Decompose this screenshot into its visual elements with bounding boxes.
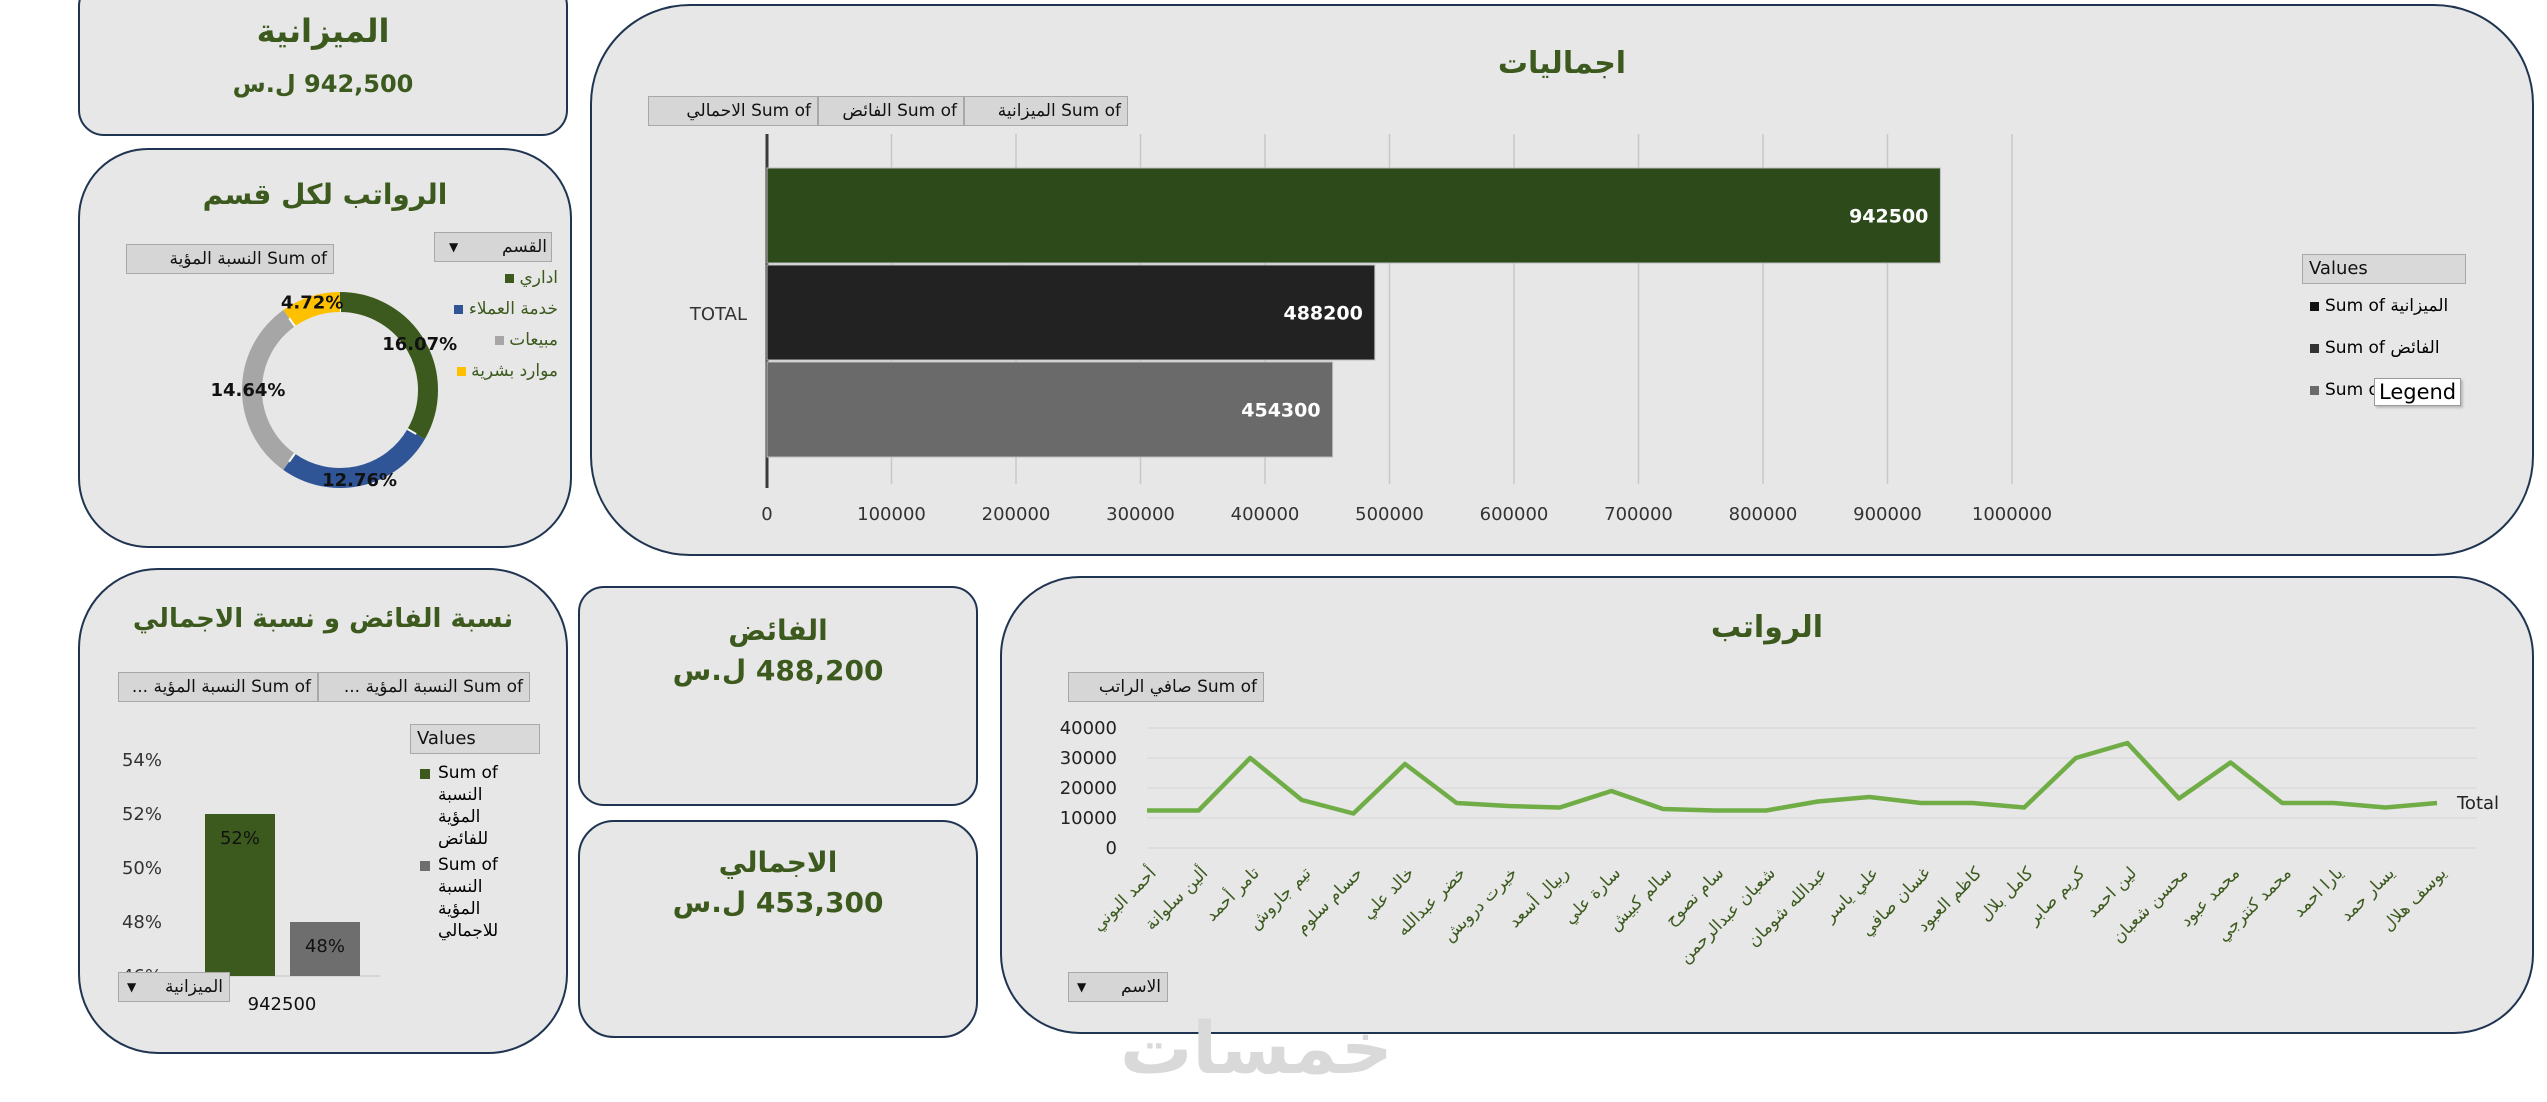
ratio-field-button-2[interactable]: Sum of النسبة المؤية ... [318,672,530,702]
surplus-field-button[interactable]: Sum of الفائض [818,96,964,126]
y-tick-label: 0 [1106,838,1117,859]
x-tick-label: 600000 [1480,504,1549,525]
salaries-card: الرواتب Sum of صافي الراتب 40000 30000 200… [1000,576,2534,1034]
y-tick-label: 52% [122,804,162,825]
legend-item-hr: موارد بشرية [388,361,558,381]
department-donut-chart: 16.07% 12.76% 14.64% 4.72% [211,292,457,491]
legend-item-sales: مبيعات [388,330,558,350]
name-filter-button[interactable]: الاسم ▼ [1068,972,1168,1002]
y-tick-label: 40000 [1060,718,1117,739]
pie-title: الرواتب لكل قسم [202,178,448,211]
ratio-legend-surplus: Sum of النسبة المؤية للفائض [420,762,530,850]
net-salary-field-button[interactable]: Sum of صافي الراتب [1068,672,1264,702]
budget-filter-button[interactable]: الميزانية ▼ [118,972,230,1002]
x-tick-label: 300000 [1106,504,1175,525]
ratio-bar-chart: 54%52%50%48%46%52%48%942500 [122,750,380,1010]
legend-budget: Sum of الميزانية [2310,296,2448,316]
bar-data-label: 454300 [1241,400,1320,422]
legend-item-customer-service: خدمة العملاء [388,299,558,319]
bar-0 [766,167,1941,264]
y-tick-label: 50% [122,858,162,879]
totals-legend: Values Sum of الميزانية Sum of الفائض Su… [2302,254,2468,414]
y-tick-label: 54% [122,750,162,771]
legend-surplus: Sum of الفائض [2310,338,2440,358]
x-tick-label: 1000000 [1972,504,2052,525]
pie-slice-3 [283,292,341,327]
pie-slice-separator [407,428,417,435]
surplus-title: الفائض [728,614,828,647]
ratio-bar-label: 52% [220,828,260,849]
name-filter-label: الاسم [1121,977,1161,997]
pie-data-label: 4.72% [281,292,343,313]
watermark: خمسات [1120,1006,1393,1090]
pie-slice-0 [339,292,438,440]
dropdown-arrow-icon: ▼ [449,240,459,254]
ratio-field-button-1[interactable]: Sum of النسبة المؤية ... [118,672,318,702]
ratio-title: نسبة الفائض و نسبة الاجمالي [132,604,514,634]
bar-data-label: 488200 [1283,303,1362,325]
pie-data-label: 12.76% [322,470,397,491]
x-tick-label: 0 [761,504,772,525]
budget-value: 942,500 ل.س [232,70,414,98]
x-tick-label: 700000 [1604,504,1673,525]
pie-data-label: 14.64% [211,380,286,401]
ratio-bar-label: 48% [305,936,345,957]
ratio-bar-1 [290,922,360,976]
legend-tooltip: Legend [2374,378,2462,406]
salaries-by-department-card: الرواتب لكل قسم Sum of النسبة المؤية الق… [78,148,572,548]
pie-value-field-button[interactable]: Sum of النسبة المؤية [126,244,334,274]
legend-total: Sum of [2310,380,2385,400]
x-tick-label: 200000 [982,504,1051,525]
dropdown-arrow-icon: ▼ [127,980,137,994]
totals-field-buttons: Sum of الاحمالي Sum of الفائض Sum of الم… [648,96,1138,126]
bar-1 [766,264,1376,361]
bar-2 [766,361,1334,458]
x-tick-label: 900000 [1853,504,1922,525]
x-tick-label: كريم صابر [2023,863,2090,930]
x-tick-label: 100000 [857,504,926,525]
values-header: Values [2302,254,2466,284]
total-field-button[interactable]: Sum of الاحمالي [648,96,818,126]
dropdown-arrow-icon: ▼ [1077,980,1087,994]
budget-field-button[interactable]: Sum of الميزانية [964,96,1128,126]
x-tick-label: 400000 [1231,504,1300,525]
category-label: 942500 [248,994,317,1010]
department-filter-label: القسم [502,237,547,257]
y-tick-label: 30000 [1060,748,1117,769]
ratio-bar-0 [205,814,275,976]
surplus-card: الفائض 488,200 ل.س [578,586,978,806]
y-tick-label: 48% [122,912,162,933]
salaries-title: الرواتب [1710,610,1824,645]
pie-slice-1 [283,428,425,488]
y-tick-label: 20000 [1060,778,1117,799]
pie-slice-separator [288,453,296,463]
totals-card: اجماليات Sum of الاحمالي Sum of الفائض S… [590,4,2534,556]
legend-item-admin: اداري [388,268,558,288]
department-filter-button[interactable]: القسم ▼ [434,232,552,262]
salary-line [1147,740,2438,816]
pie-data-label: 16.07% [382,334,457,355]
pie-slice-separator [288,317,296,327]
bar-data-label: 942500 [1849,206,1928,228]
grand-total-card: الاجمالي 453,300 ل.س [578,820,978,1038]
series-label: Total [2456,793,2499,814]
grand-total-title: الاجمالي [718,846,838,879]
budget-card: الميزانية 942,500 ل.س [78,0,568,136]
budget-title: الميزانية [256,12,390,50]
totals-title: اجماليات [1497,46,1627,81]
ratio-legend: Values Sum of النسبة المؤية للفائض Sum o… [410,724,540,944]
ratio-card: نسبة الفائض و نسبة الاجمالي Sum of النسب… [78,568,568,1054]
ratio-legend-total: Sum of النسبة المؤية للاجمالي [420,854,530,942]
pie-slice-2 [242,309,296,470]
x-tick-label: 800000 [1729,504,1798,525]
budget-filter-label: الميزانية [165,977,223,997]
surplus-value: 488,200 ل.س [672,654,884,687]
category-label: TOTAL [689,304,747,325]
x-tick-label: 500000 [1355,504,1424,525]
totals-bar-chart: 0 100000 200000 300000 400000 500000 600000 700… [689,134,2052,525]
grand-total-value: 453,300 ل.س [672,886,884,919]
ratio-values-header: Values [410,724,540,754]
y-tick-label: 10000 [1060,808,1117,829]
